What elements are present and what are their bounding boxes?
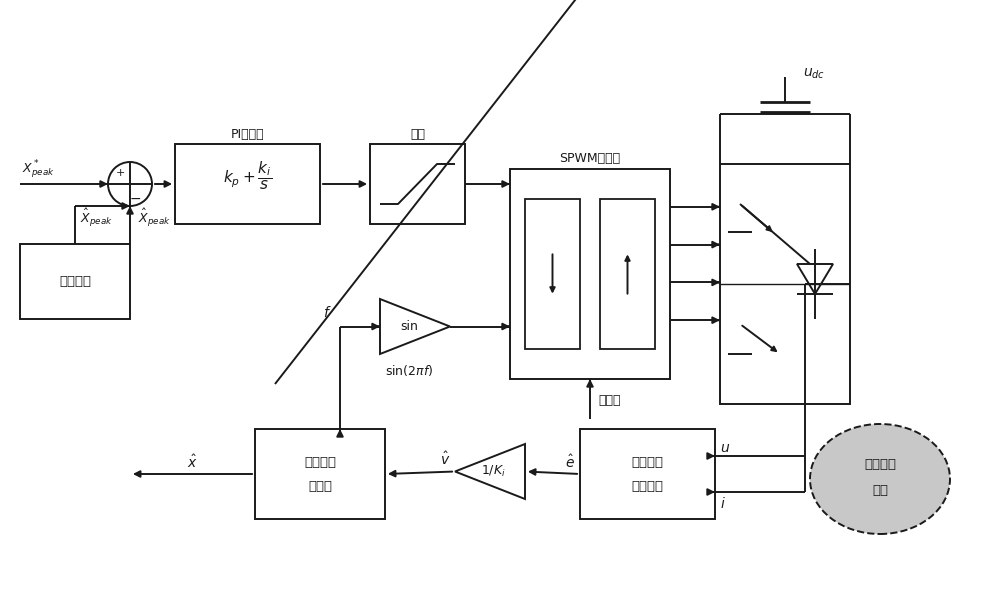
Text: $u_{dc}$: $u_{dc}$ bbox=[803, 67, 825, 81]
Text: $k_p + \dfrac{k_i}{s}$: $k_p + \dfrac{k_i}{s}$ bbox=[223, 160, 272, 192]
Bar bbox=[20, 244, 130, 319]
Bar bbox=[720, 164, 850, 404]
Text: 直线振荡: 直线振荡 bbox=[864, 458, 896, 471]
Text: $\hat{e}$: $\hat{e}$ bbox=[565, 453, 575, 471]
Text: 超螺旋滑: 超螺旋滑 bbox=[632, 455, 664, 468]
Text: 幅值计算: 幅值计算 bbox=[59, 275, 91, 288]
Ellipse shape bbox=[810, 424, 950, 534]
Text: $i$: $i$ bbox=[720, 497, 726, 512]
Text: $-$: $-$ bbox=[129, 191, 141, 205]
Text: sin: sin bbox=[400, 320, 418, 333]
Text: $\sin(2\pi f)$: $\sin(2\pi f)$ bbox=[385, 362, 433, 377]
Text: $\hat{X}_{peak}$: $\hat{X}_{peak}$ bbox=[138, 207, 171, 229]
Text: $f$: $f$ bbox=[323, 305, 332, 320]
Text: 模观测器: 模观测器 bbox=[632, 480, 664, 492]
Text: 电机: 电机 bbox=[872, 485, 888, 498]
Bar bbox=[580, 429, 715, 519]
Text: $\hat{X}_{peak}$: $\hat{X}_{peak}$ bbox=[80, 207, 113, 229]
Text: $X^*_{peak}$: $X^*_{peak}$ bbox=[22, 159, 55, 181]
Text: $\hat{x}$: $\hat{x}$ bbox=[187, 453, 198, 471]
Text: $u$: $u$ bbox=[720, 441, 730, 455]
Text: SPWM发生器: SPWM发生器 bbox=[559, 153, 621, 165]
Bar bbox=[600, 199, 655, 349]
Bar bbox=[175, 144, 320, 224]
Text: $\hat{v}$: $\hat{v}$ bbox=[440, 451, 450, 468]
Bar bbox=[525, 199, 580, 349]
Text: $1/K_i$: $1/K_i$ bbox=[481, 464, 506, 479]
Text: PI控制器: PI控制器 bbox=[231, 128, 264, 141]
Bar bbox=[370, 144, 465, 224]
Text: 三角波: 三角波 bbox=[598, 395, 620, 407]
Bar bbox=[510, 169, 670, 379]
Text: $+$: $+$ bbox=[115, 167, 125, 177]
Text: 限幅: 限幅 bbox=[410, 128, 425, 141]
Text: 积分器: 积分器 bbox=[308, 480, 332, 492]
Text: 四阶广义: 四阶广义 bbox=[304, 455, 336, 468]
Bar bbox=[255, 429, 385, 519]
